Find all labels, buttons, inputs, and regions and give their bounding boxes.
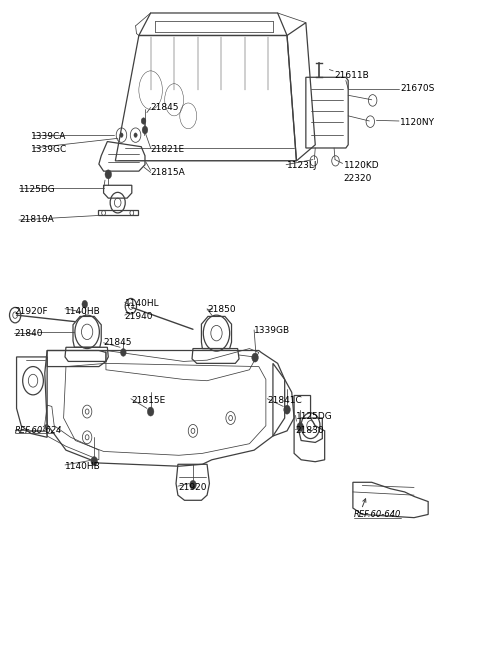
Text: 21920: 21920	[179, 483, 207, 492]
Circle shape	[147, 407, 154, 416]
Text: 1120NY: 1120NY	[400, 118, 435, 127]
Circle shape	[297, 422, 303, 432]
Text: 21611B: 21611B	[334, 71, 369, 80]
Text: 21815A: 21815A	[151, 168, 185, 177]
Text: 21830: 21830	[296, 426, 324, 436]
Text: 21841C: 21841C	[267, 396, 302, 405]
Text: REF.60-624: REF.60-624	[15, 426, 62, 436]
Circle shape	[105, 170, 111, 179]
Text: 21845: 21845	[104, 338, 132, 347]
Text: 1140HL: 1140HL	[125, 299, 159, 308]
Circle shape	[91, 457, 97, 466]
Text: 21850: 21850	[207, 306, 236, 314]
Text: 1339GB: 1339GB	[254, 326, 290, 335]
Text: REF.60-640: REF.60-640	[354, 510, 401, 519]
Text: 1123LJ: 1123LJ	[287, 161, 318, 171]
Text: 21821E: 21821E	[151, 145, 185, 154]
Circle shape	[134, 133, 137, 137]
Circle shape	[142, 126, 148, 134]
Text: 1125DG: 1125DG	[296, 412, 332, 421]
Text: 1339GC: 1339GC	[31, 145, 67, 154]
Text: 21810A: 21810A	[19, 216, 54, 224]
Text: 21940: 21940	[125, 312, 153, 321]
Text: 21670S: 21670S	[400, 85, 434, 93]
Circle shape	[120, 348, 126, 356]
Text: 1140HB: 1140HB	[65, 307, 101, 316]
Text: 21815E: 21815E	[131, 396, 165, 405]
Text: 21840: 21840	[14, 329, 43, 338]
Text: 1125DG: 1125DG	[19, 185, 56, 194]
Circle shape	[141, 118, 146, 124]
Text: 1339CA: 1339CA	[31, 132, 66, 141]
Circle shape	[284, 405, 290, 414]
Circle shape	[82, 300, 87, 308]
Text: 22320: 22320	[344, 174, 372, 183]
Circle shape	[252, 353, 258, 362]
Circle shape	[190, 480, 196, 489]
Text: 1120KD: 1120KD	[344, 161, 379, 171]
Text: 1140HB: 1140HB	[65, 462, 101, 471]
Circle shape	[120, 133, 123, 137]
Text: 21920F: 21920F	[14, 307, 48, 316]
Text: 21845: 21845	[151, 103, 179, 112]
